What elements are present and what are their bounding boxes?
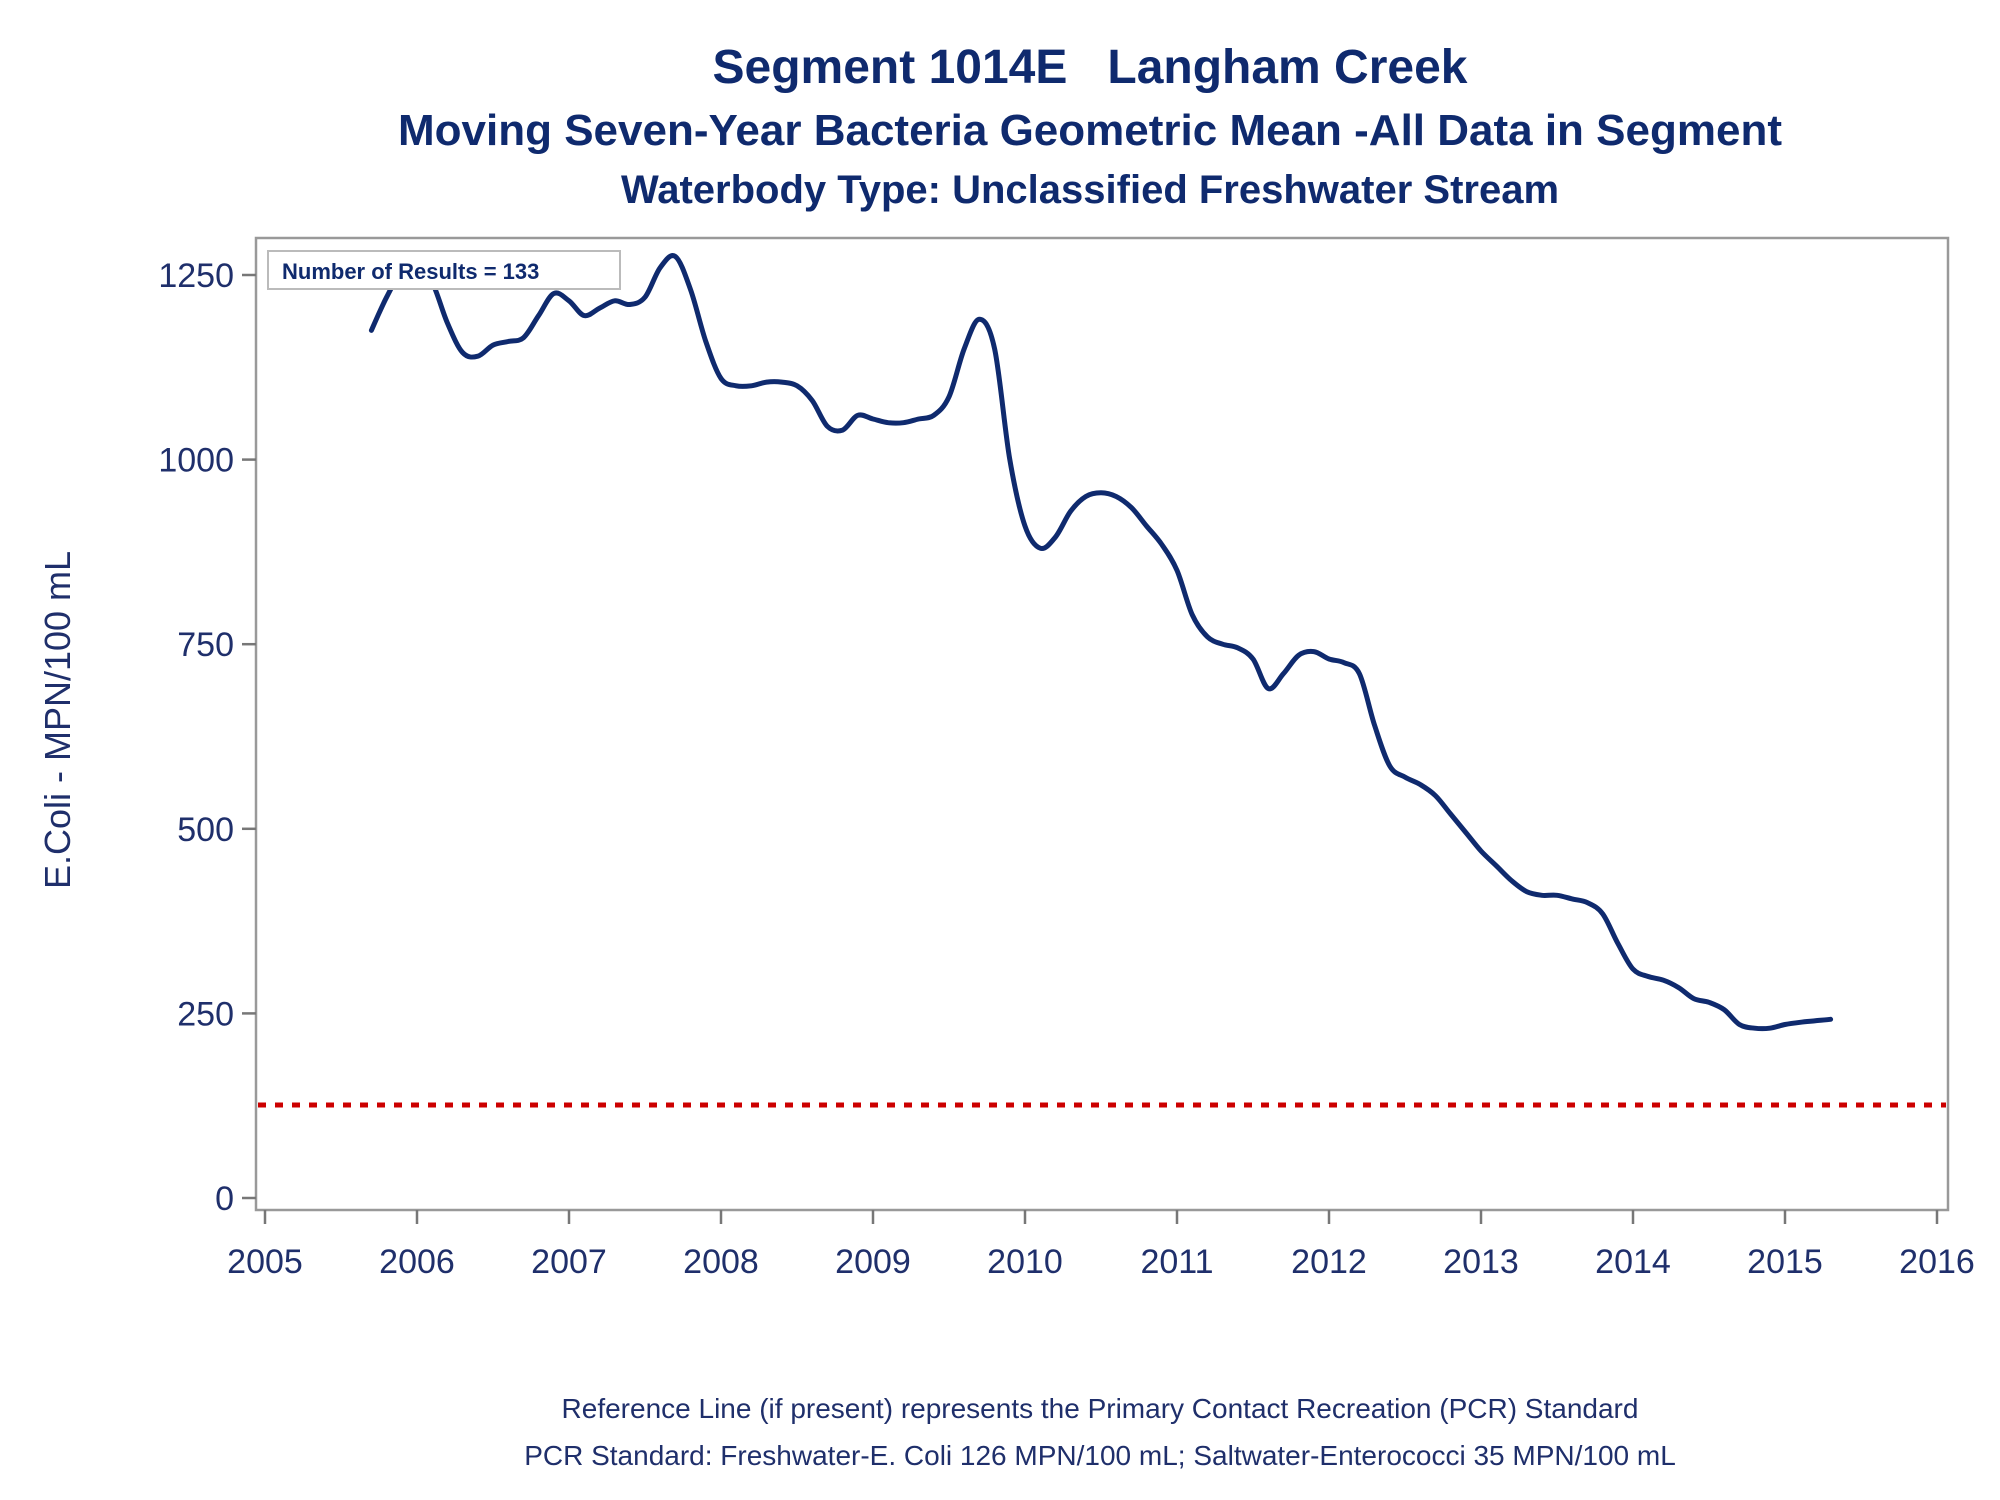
y-axis-label: E.Coli - MPN/100 mL [37,551,78,889]
chart-subtitle-waterbody: Waterbody Type: Unclassified Freshwater … [621,168,1559,212]
x-tick-label: 2005 [227,1243,303,1281]
x-tick-label: 2011 [1140,1243,1213,1281]
footnote-reference-line: Reference Line (if present) represents t… [562,1393,1639,1424]
x-tick-label: 2008 [683,1243,759,1281]
series-line [368,253,1834,1032]
x-tick-label: 2009 [835,1243,911,1281]
x-tick-label: 2014 [1595,1243,1671,1281]
results-count-box [267,250,621,290]
chart-subtitle: Moving Seven-Year Bacteria Geometric Mea… [398,106,1782,155]
x-tick-label: 2015 [1747,1243,1823,1281]
plot-frame [254,236,1950,1212]
y-axis: 0 250 500 750 1000 1250 [158,257,256,1218]
y-tick-label: 750 [177,626,234,664]
x-axis: 2005 2006 2007 2008 2009 2010 2011 2012 2013 2014… [227,1210,1975,1281]
results-count-label: Number of Results = 133 [282,259,539,284]
x-tick-label: 2013 [1443,1243,1519,1281]
y-tick-label: 500 [177,811,234,849]
y-tick-label: 250 [177,995,234,1033]
footnote-pcr-standard: PCR Standard: Freshwater-E. Coli 126 MPN… [524,1440,1676,1471]
x-tick-label: 2010 [987,1243,1063,1281]
x-tick-label: 2016 [1899,1243,1975,1281]
y-tick-label: 1250 [158,257,234,295]
y-tick-label: 0 [215,1180,234,1218]
x-tick-label: 2007 [531,1243,607,1281]
y-tick-label: 1000 [158,442,234,480]
x-tick-label: 2012 [1291,1243,1367,1281]
chart-title: Segment 1014E Langham Creek [713,41,1468,94]
x-tick-label: 2006 [379,1243,455,1281]
